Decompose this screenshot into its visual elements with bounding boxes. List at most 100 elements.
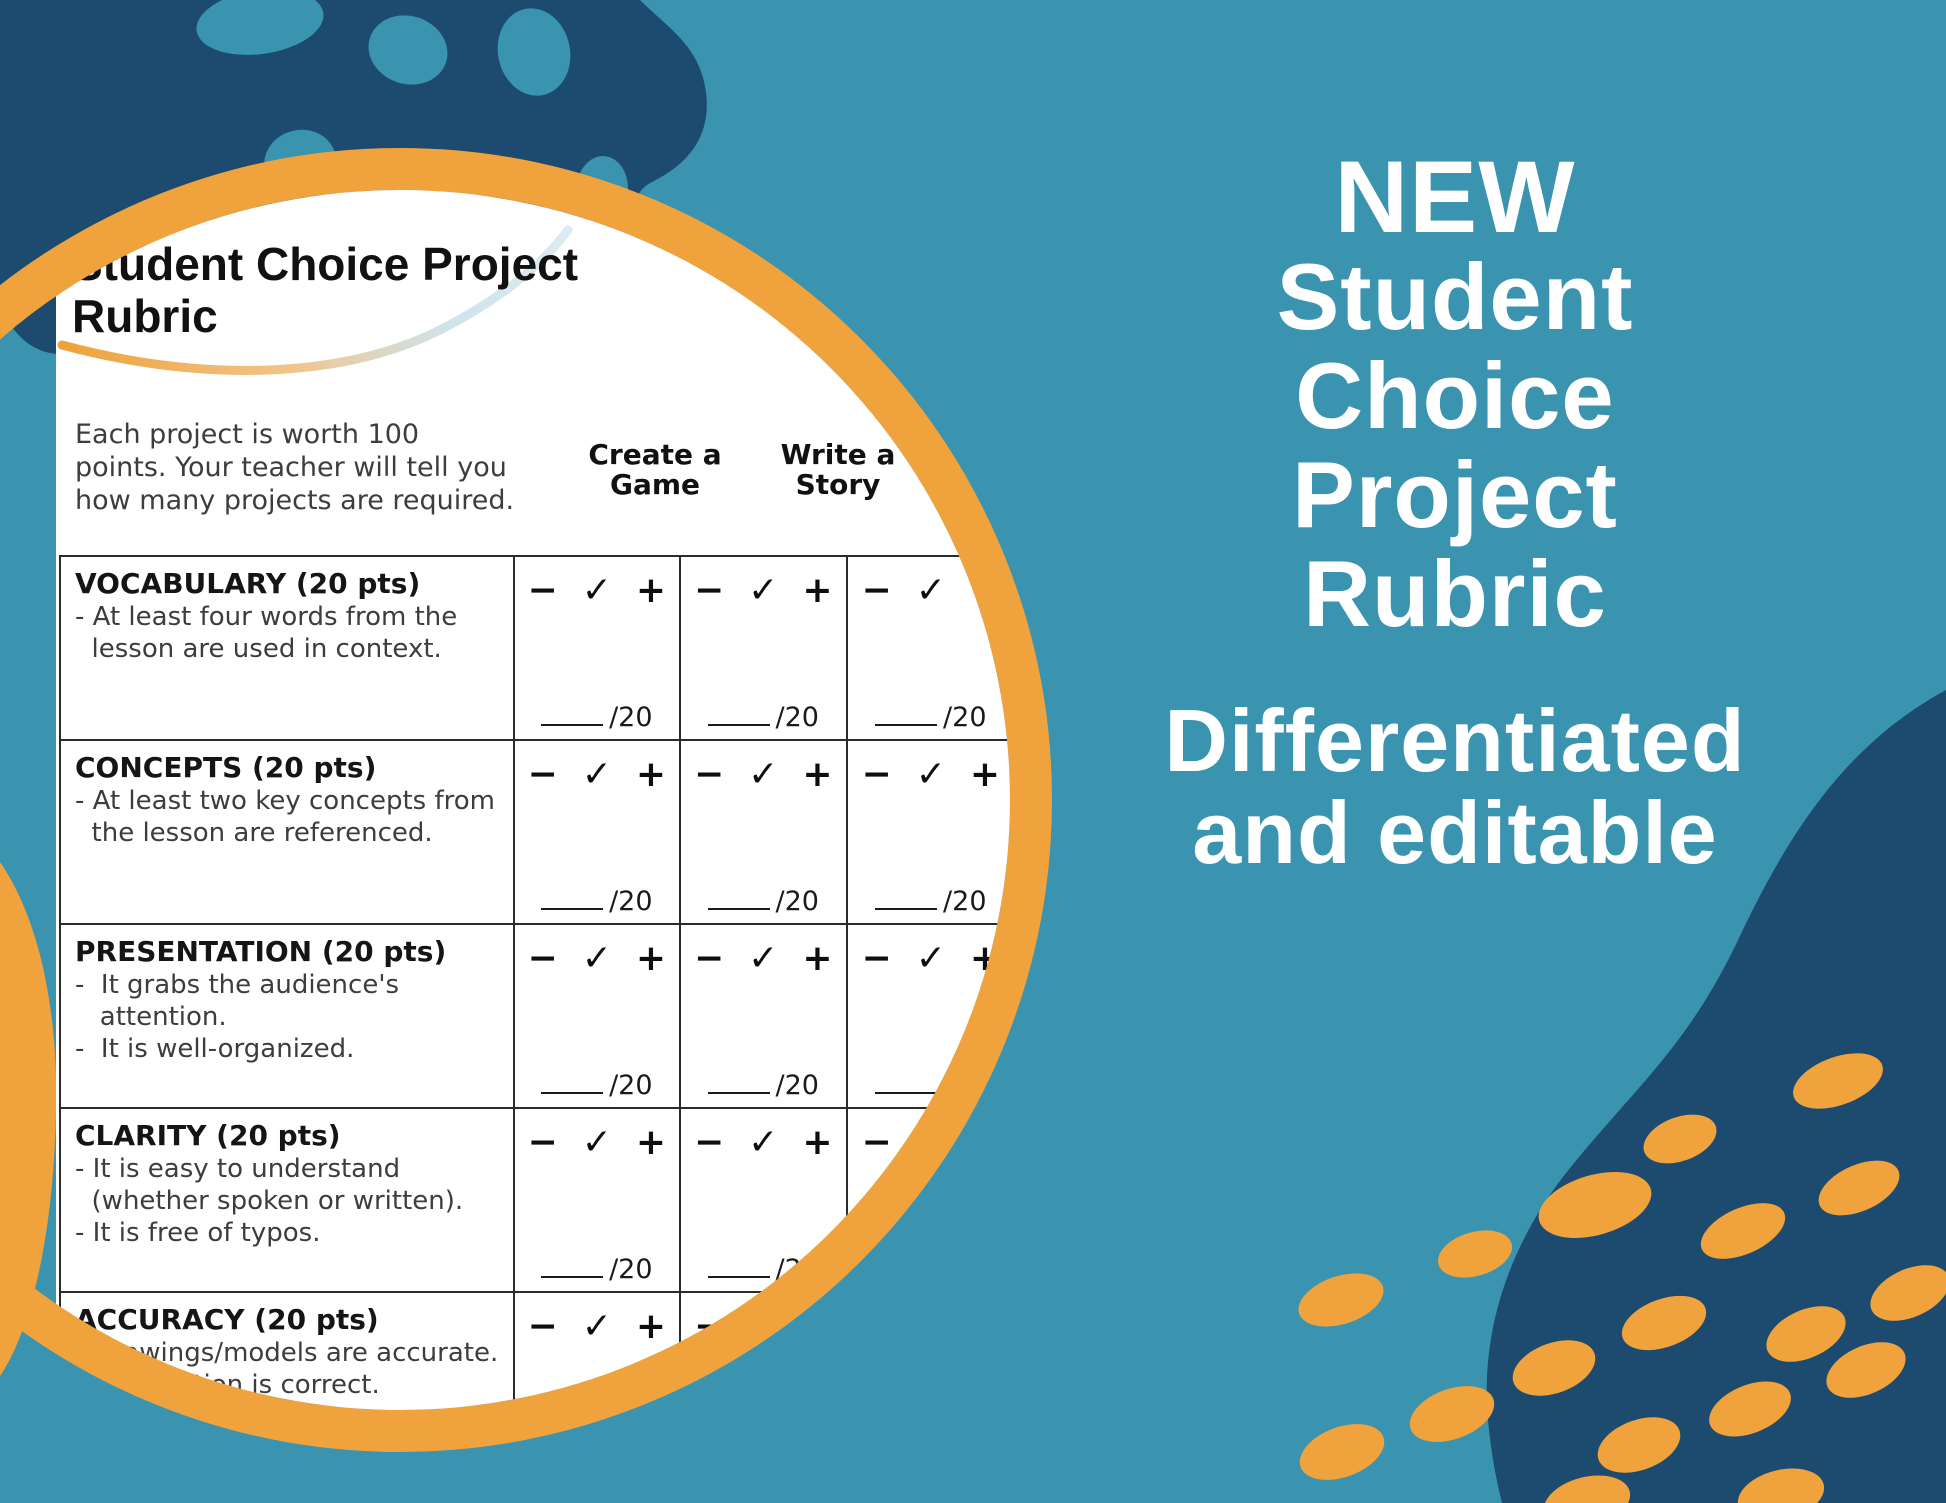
score-blank-line xyxy=(707,720,770,726)
table-row-concepts: CONCEPTS (20 pts) - At least two key con… xyxy=(59,739,1010,925)
rating-cell: −✓+ /20 xyxy=(678,923,848,1109)
rating-symbols: − ✓ + xyxy=(515,941,679,977)
rubric-document: Student Choice Project Rubric Each proje… xyxy=(56,190,1010,1410)
rating-cell: −✓ + /20 xyxy=(845,739,1010,925)
score-denominator: /20 xyxy=(943,1254,987,1285)
plus-icon: + xyxy=(635,938,667,979)
orange-dot xyxy=(1870,1265,1946,1321)
rating-cell: −✓+/20 xyxy=(678,1291,848,1410)
criterion-title: VOCABULARY (20 pts) xyxy=(75,567,421,600)
teal-dot xyxy=(497,8,571,96)
plus-icon: + xyxy=(635,754,667,795)
rating-symbols: − ✓ + xyxy=(515,757,679,793)
table-row-vocabulary: VOCABULARY (20 pts) - At least four word… xyxy=(59,555,1010,741)
score-blank-line xyxy=(707,904,770,910)
score-line: /20 xyxy=(681,704,846,731)
rating-symbols: − ✓ + xyxy=(681,1125,846,1161)
promo-text-block: NEW Student Choice Project Rubric Differ… xyxy=(1020,140,1890,882)
criterion-title: CONCEPTS (20 pts) xyxy=(75,751,377,784)
plus-icon: + xyxy=(635,1306,667,1347)
teal-dot xyxy=(368,15,448,85)
score-blank-line xyxy=(875,720,938,726)
score-line: /20 xyxy=(848,1070,1010,1101)
rating-symbols: − ✓ + xyxy=(681,573,846,609)
criterion-cell: CLARITY (20 pts) - It is easy to underst… xyxy=(59,1107,515,1293)
check-icon: ✓ xyxy=(748,1122,779,1163)
score-blank-line xyxy=(707,1088,770,1094)
rating-cell: −✓+/20 xyxy=(512,555,681,741)
plus-icon: + xyxy=(969,1306,1001,1347)
rating-cell: −✓+/20 xyxy=(845,555,1010,741)
orange-dot xyxy=(1298,1273,1384,1327)
rating-cell: −✓+/20 xyxy=(512,1291,681,1410)
criterion-title: ACCURACY (20 pts) xyxy=(75,1303,379,1336)
check-icon: ✓ xyxy=(915,938,946,979)
check-icon: ✓ xyxy=(915,1122,946,1163)
criterion-cell: PRESENTATION (20 pts) - It grabs the aud… xyxy=(59,923,515,1109)
check-icon: ✓ xyxy=(915,754,946,795)
orange-dot xyxy=(1409,1386,1495,1442)
score-line: /20 xyxy=(681,888,846,915)
rating-cell: −✓+ /20 xyxy=(512,923,681,1109)
intro-text: Each project is worth 100 points. Your t… xyxy=(75,418,514,517)
score-blank-line xyxy=(875,904,938,910)
bottom-right-blob xyxy=(1486,690,1946,1503)
rating-symbols: − ✓ + xyxy=(681,941,846,977)
rating-cell: −✓+/20 xyxy=(512,1107,681,1293)
table-row-clarity: CLARITY (20 pts) - It is easy to underst… xyxy=(59,1107,1010,1293)
score-line: /20 xyxy=(515,704,679,731)
promo-subheadline-line: and editable xyxy=(1192,783,1718,882)
orange-dot xyxy=(1621,1295,1707,1351)
intro-line: how many projects are required. xyxy=(75,485,515,516)
check-icon: ✓ xyxy=(748,938,779,979)
title-swoosh xyxy=(57,225,573,375)
minus-icon: − xyxy=(861,570,892,611)
score-blank-line xyxy=(541,1088,604,1094)
plus-icon: + xyxy=(802,754,833,795)
check-icon: ✓ xyxy=(581,1122,612,1163)
check-icon: ✓ xyxy=(748,754,779,795)
criterion-title: PRESENTATION (20 pts) xyxy=(75,935,447,968)
score-denominator: /20 xyxy=(609,1070,653,1101)
minus-icon: − xyxy=(861,1122,892,1163)
orange-dot xyxy=(1766,1306,1846,1362)
score-blank-line xyxy=(875,1272,938,1278)
score-denominator: /20 xyxy=(775,1070,819,1101)
minus-icon: − xyxy=(693,938,725,979)
plus-icon: + xyxy=(802,570,833,611)
score-blank-line xyxy=(541,904,604,910)
score-line: /20 xyxy=(848,704,1010,731)
orange-dot xyxy=(1793,1053,1883,1109)
score-denominator: /20 xyxy=(775,886,819,917)
rubric-table: VOCABULARY (20 pts) - At least four word… xyxy=(59,555,1010,1410)
score-denominator: /20 xyxy=(609,886,653,917)
orange-dot xyxy=(1818,1160,1900,1216)
orange-dot xyxy=(1597,1417,1681,1473)
promo-headline-new: NEW xyxy=(1334,140,1576,254)
score-line: /20 xyxy=(681,1072,846,1099)
intro-line: points. Your teacher will tell you xyxy=(75,452,507,483)
orange-dot xyxy=(1643,1114,1717,1164)
score-line: /20 xyxy=(848,888,1010,915)
orange-dot xyxy=(1437,1230,1513,1278)
minus-icon: − xyxy=(693,754,725,795)
column-header-create-a-game: Create a Game xyxy=(588,438,722,501)
orange-dot xyxy=(1737,1468,1825,1503)
minus-icon: − xyxy=(527,754,558,795)
plus-icon: + xyxy=(969,754,1001,795)
orange-dot xyxy=(1538,1172,1652,1238)
rating-cell: −✓+/20 xyxy=(845,1291,1010,1410)
orange-dot xyxy=(1299,1424,1385,1480)
intro-line: Each project is worth 100 xyxy=(75,419,420,450)
score-blank-line xyxy=(541,720,604,726)
minus-icon: − xyxy=(861,1306,892,1347)
score-blank-line xyxy=(541,1272,604,1278)
promo-headline-line: Project xyxy=(1292,442,1618,547)
rating-symbols: − ✓ + xyxy=(681,1309,846,1345)
check-icon: ✓ xyxy=(748,1306,779,1347)
minus-icon: − xyxy=(527,1306,558,1347)
score-denominator: /20 xyxy=(943,1070,987,1101)
minus-icon: − xyxy=(861,754,892,795)
minus-icon: − xyxy=(861,938,892,979)
